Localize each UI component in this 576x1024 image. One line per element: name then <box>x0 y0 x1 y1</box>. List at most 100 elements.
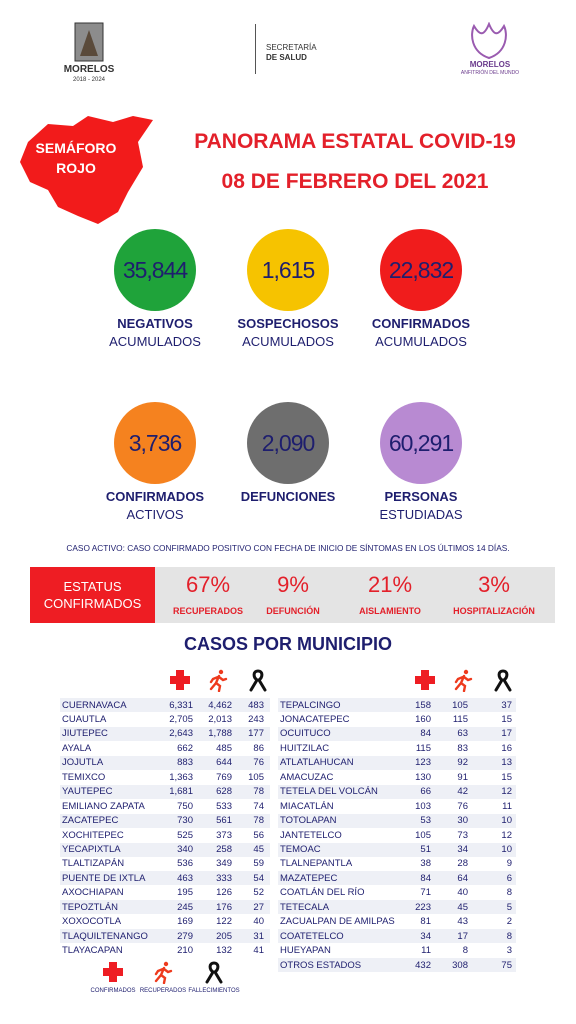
cell-number: 8 <box>506 930 512 942</box>
logo-period: 2018 - 2024 <box>72 77 106 83</box>
municipio-name: COATETELCO <box>280 930 344 942</box>
municipio-name: YAUTEPEC <box>62 786 113 798</box>
cell-number: 52 <box>253 887 264 899</box>
cell-number: 340 <box>177 844 193 855</box>
status-text: DEFUNCIÓN <box>266 606 320 616</box>
table-row: AMACUZAC 130 91 15 <box>278 770 516 785</box>
cell-number: 169 <box>177 916 193 928</box>
cell-number: 769 <box>216 771 232 783</box>
stat-label1: PERSONAS <box>384 489 458 504</box>
table-row: YAUTEPEC 1,681 628 78 <box>60 784 270 799</box>
cell-number: 115 <box>415 742 431 754</box>
cell-number: 130 <box>415 771 431 783</box>
cell-number: 10 <box>501 844 512 855</box>
cell-number: 662 <box>177 742 193 754</box>
tourism-tagline: ANFITRIÓN DEL MUNDO <box>460 70 520 76</box>
state-map <box>20 116 153 224</box>
table-row: CUAUTLA 2,705 2,013 243 <box>60 712 270 727</box>
ribbon-icon <box>494 669 512 692</box>
municipio-name: TEPALCINGO <box>280 699 341 711</box>
municipio-name: JONACATEPEC <box>280 713 350 725</box>
stat-label: PERSONAS ESTUDIADAS <box>346 488 496 524</box>
municipio-name: AXOCHIAPAN <box>62 887 124 899</box>
cell-number: 76 <box>457 800 468 812</box>
cell-number: 15 <box>501 713 512 725</box>
cell-number: 28 <box>457 858 468 870</box>
table-row: TEPALCINGO 158 105 37 <box>278 698 516 712</box>
municipio-name: TOTOLAPAN <box>280 815 337 827</box>
municipio-name: TLALTIZAPÁN <box>62 858 125 870</box>
cell-number: 883 <box>177 757 193 769</box>
municipio-name: JANTETELCO <box>280 829 342 841</box>
status-label: ESTATUS CONFIRMADOS <box>30 578 155 612</box>
cell-number: 6,331 <box>169 699 193 711</box>
table-row: JONACATEPEC 160 115 15 <box>278 712 516 727</box>
table-row: COATLÁN DEL RÍO 71 40 8 <box>278 885 516 900</box>
status-text: RECUPERADOS <box>172 606 243 616</box>
cell-number: 54 <box>253 872 264 884</box>
status-bar <box>155 567 555 623</box>
cell-number: 45 <box>253 844 264 855</box>
table-row: ZACATEPEC 730 561 78 <box>60 813 270 828</box>
cell-number: 15 <box>501 771 512 783</box>
stat-label: SOSPECHOSOS ACUMULADOS <box>213 315 363 351</box>
state-logo <box>74 22 104 62</box>
cell-number: 2,705 <box>169 713 193 725</box>
stat-label1: CONFIRMADOS <box>371 316 471 331</box>
semaforo: SEMÁFORO ROJO <box>30 138 122 178</box>
municipio-name: HUEYAPAN <box>280 945 331 957</box>
cell-number: 2,013 <box>208 713 232 725</box>
cell-number: 84 <box>420 872 431 884</box>
cell-number: 5 <box>506 901 512 913</box>
stat-label2: ACTIVOS <box>126 507 184 522</box>
table-row: AXOCHIAPAN 195 126 52 <box>60 885 270 900</box>
cell-number: 38 <box>420 858 431 870</box>
cell-number: 333 <box>216 872 232 884</box>
cell-number: 8 <box>462 945 468 957</box>
cell-number: 53 <box>420 815 431 827</box>
municipio-name: OCUITUCO <box>280 728 331 740</box>
semaforo-line1: SEMÁFORO <box>35 140 117 156</box>
municipio-name: MAZATEPEC <box>280 872 338 884</box>
cell-number: 11 <box>502 800 512 812</box>
table-row: TLAYACAPAN 210 132 41 <box>60 943 270 958</box>
cell-number: 4,462 <box>208 699 232 711</box>
municipio-name: TETELA DEL VOLCÁN <box>280 786 378 798</box>
stat-circle: 2,090 <box>247 402 329 484</box>
cell-number: 177 <box>248 728 264 740</box>
note: CASO ACTIVO: CASO CONFIRMADO POSITIVO CO… <box>66 543 510 553</box>
table-row: XOXOCOTLA 169 122 40 <box>60 914 270 929</box>
title: PANORAMA ESTATAL COVID-19 <box>194 130 516 153</box>
stat-circle: 3,736 <box>114 402 196 484</box>
cell-number: 3 <box>506 945 512 957</box>
dept-line1: SECRETARÍA <box>266 43 317 52</box>
cell-number: 2 <box>506 916 512 928</box>
cell-number: 17 <box>501 728 512 740</box>
municipio-name: TLALNEPANTLA <box>280 858 353 870</box>
cell-number: 1,681 <box>169 786 193 798</box>
stat-label2: ESTUDIADAS <box>379 507 463 522</box>
legend-label: CONFIRMADOS <box>90 988 136 994</box>
cell-number: 1,363 <box>169 771 193 783</box>
cell-number: 75 <box>501 959 512 971</box>
ribbon-icon <box>249 669 267 692</box>
status-item: 21% AISLAMIENTO <box>340 572 440 616</box>
cell-number: 105 <box>415 829 431 841</box>
table-row: TEMOAC 51 34 10 <box>278 842 516 857</box>
cell-number: 34 <box>420 930 431 942</box>
cell-number: 64 <box>457 872 468 884</box>
cell-number: 463 <box>177 872 193 884</box>
table-row: EMILIANO ZAPATA 750 533 74 <box>60 799 270 814</box>
cell-number: 56 <box>253 829 264 841</box>
cell-number: 533 <box>216 800 232 812</box>
runner-icon <box>154 961 173 984</box>
municipio-name: PUENTE DE IXTLA <box>62 872 146 884</box>
cell-number: 6 <box>506 872 512 884</box>
table-row: JANTETELCO 105 73 12 <box>278 828 516 843</box>
status-value: 21% <box>367 572 413 597</box>
cell-number: 86 <box>253 742 264 754</box>
municipio-name: ZACATEPEC <box>62 815 119 827</box>
table-row: OTROS ESTADOS 432 308 75 <box>278 958 516 973</box>
cell-number: 66 <box>420 786 431 798</box>
